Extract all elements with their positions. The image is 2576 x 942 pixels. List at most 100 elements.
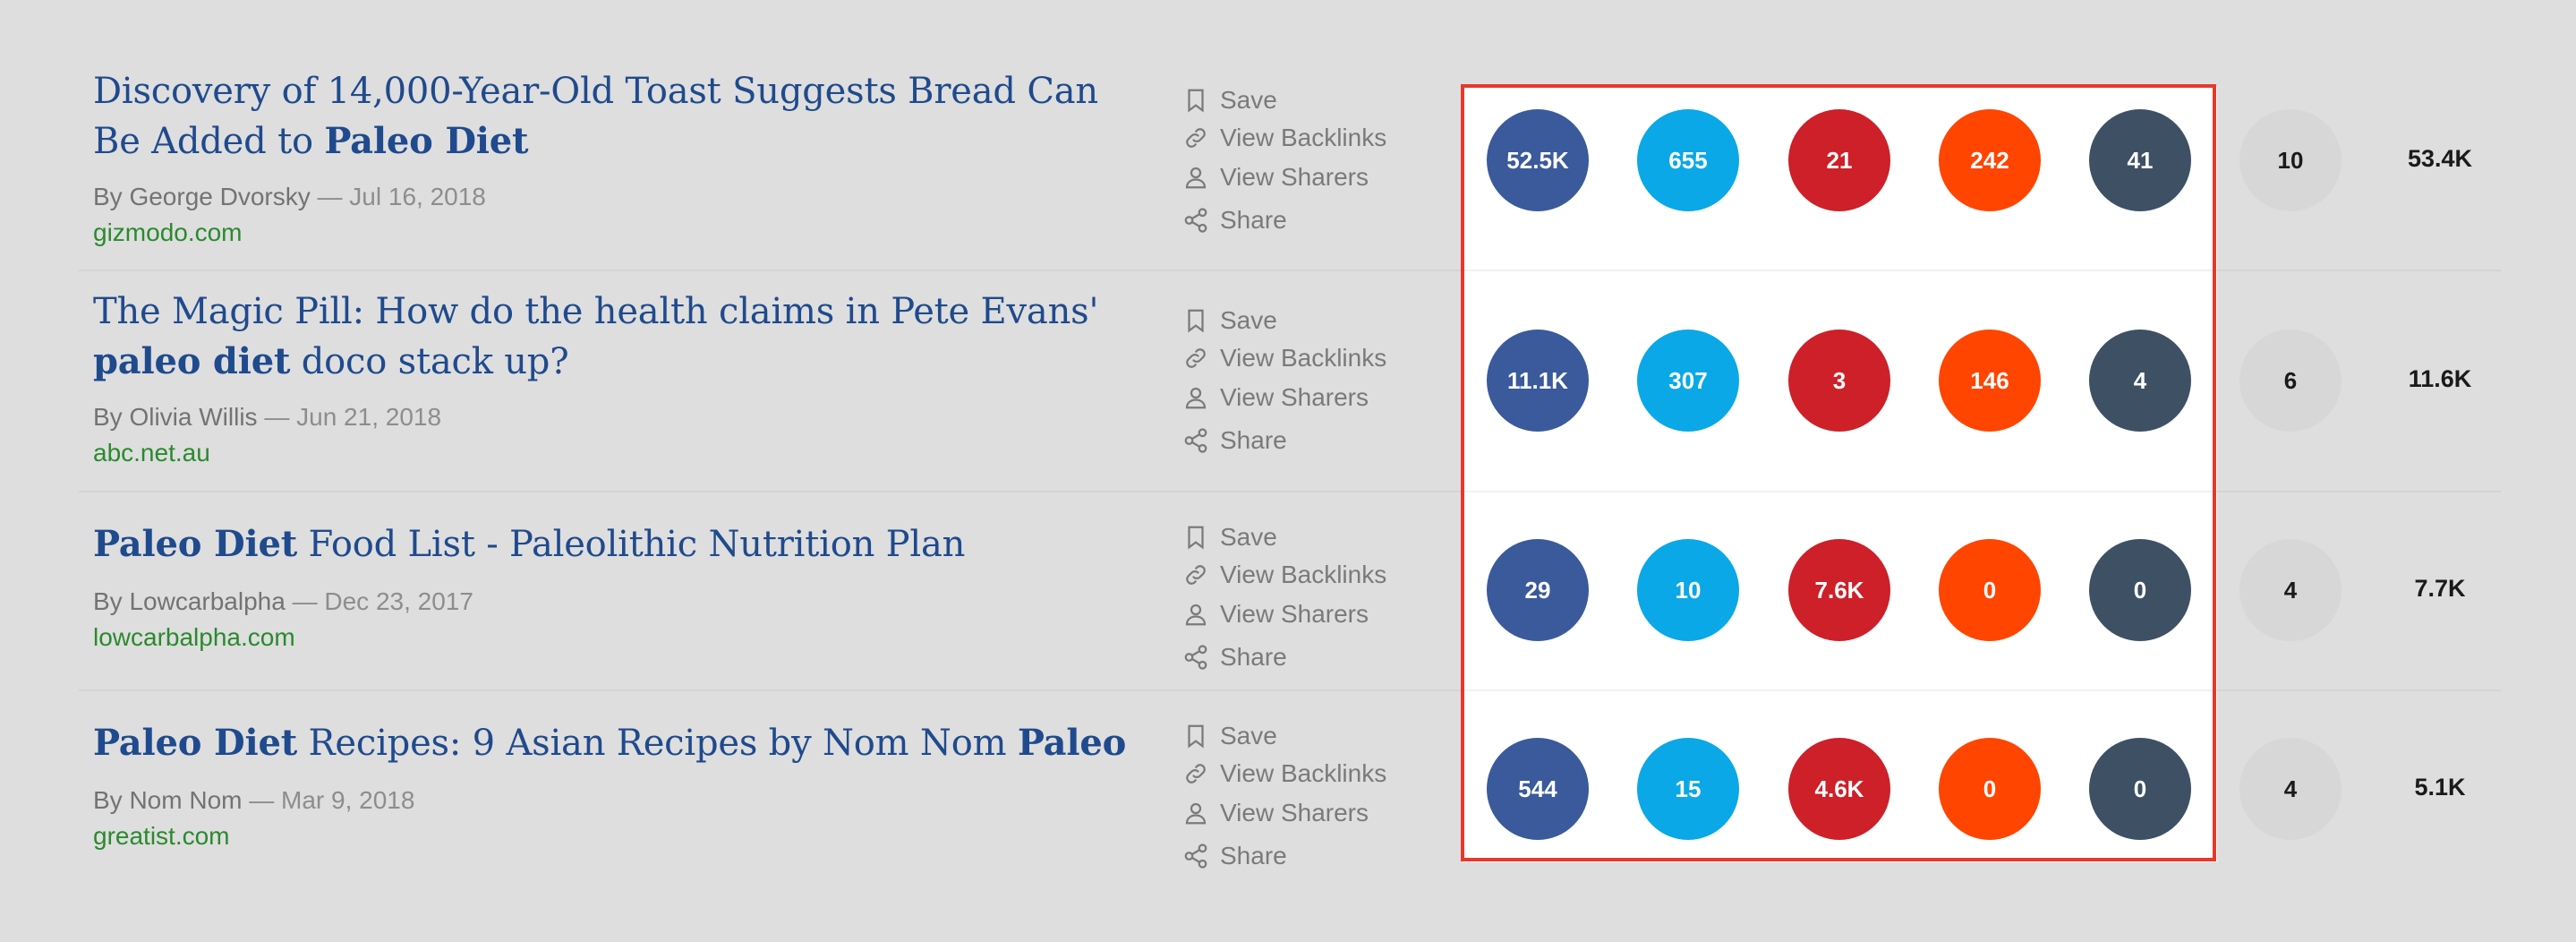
share-action[interactable]: Share	[1182, 423, 1287, 458]
article-title-link[interactable]: Discovery of 14,000-Year-Old Toast Sugge…	[93, 66, 1149, 167]
user-icon	[1182, 800, 1220, 826]
row-divider	[79, 689, 2501, 691]
article-title-link[interactable]: Paleo Diet Recipes: 9 Asian Recipes by N…	[93, 718, 1149, 768]
backlinks-action[interactable]: View Backlinks	[1182, 557, 1386, 593]
title-keyword: Paleo Diet	[93, 523, 297, 565]
number-of-links-badge[interactable]: 0	[2089, 738, 2191, 840]
backlinks-action[interactable]: View Backlinks	[1182, 340, 1386, 376]
sharers-action[interactable]: View Sharers	[1182, 159, 1369, 195]
article-domain-link[interactable]: abc.net.au	[93, 439, 210, 467]
share-action-label: Share	[1220, 643, 1287, 671]
article-date: — Dec 23, 2017	[285, 587, 473, 615]
article-meta: By Nom Nom — Mar 9, 2018	[93, 786, 414, 815]
title-text: The Magic Pill: How do the health claims…	[93, 291, 1099, 332]
article-domain-link[interactable]: gizmodo.com	[93, 218, 243, 246]
title-keyword: Paleo Diet	[93, 722, 297, 764]
pinterest-shares-badge[interactable]: 21	[1788, 109, 1890, 211]
article-author[interactable]: By Nom Nom	[93, 786, 243, 814]
result-row: Paleo Diet Recipes: 9 Asian Recipes by N…	[79, 718, 2501, 924]
bookmark-icon	[1182, 307, 1220, 334]
reddit-engagements-badge[interactable]: 242	[1939, 109, 2041, 211]
backlinks-action-label: View Backlinks	[1220, 124, 1387, 151]
sharers-action[interactable]: View Sharers	[1182, 596, 1369, 632]
share-action-label: Share	[1220, 842, 1287, 869]
link-icon	[1182, 345, 1220, 372]
pinterest-shares-badge[interactable]: 7.6K	[1788, 539, 1890, 641]
total-engagement: 53.4K	[2407, 145, 2473, 172]
save-action[interactable]: Save	[1182, 82, 1277, 118]
share-icon	[1182, 427, 1220, 454]
article-date: — Jul 16, 2018	[310, 183, 486, 210]
facebook-shares-badge[interactable]: 52.5K	[1487, 109, 1589, 211]
article-title-link[interactable]: The Magic Pill: How do the health claims…	[93, 287, 1149, 387]
article-date: — Mar 9, 2018	[242, 786, 415, 814]
metrics-panel	[1463, 87, 2217, 862]
share-action-label: Share	[1220, 206, 1287, 234]
twitter-shares-badge[interactable]: 15	[1637, 738, 1739, 840]
save-action[interactable]: Save	[1182, 519, 1277, 555]
evergreen-score-badge[interactable]: 6	[2239, 330, 2341, 432]
result-row: Paleo Diet Food List - Paleolithic Nutri…	[79, 519, 2501, 725]
row-divider	[79, 270, 2501, 271]
backlinks-action-label: View Backlinks	[1220, 561, 1387, 588]
twitter-shares-badge[interactable]: 655	[1637, 109, 1739, 211]
row-divider-panel-segment	[1463, 491, 2217, 492]
save-action-label: Save	[1220, 523, 1277, 551]
bookmark-icon	[1182, 723, 1220, 749]
share-action-label: Share	[1220, 426, 1287, 454]
save-action-label: Save	[1220, 86, 1277, 114]
save-action[interactable]: Save	[1182, 303, 1277, 338]
sharers-action[interactable]: View Sharers	[1182, 380, 1369, 415]
share-action[interactable]: Share	[1182, 639, 1287, 675]
evergreen-score-badge[interactable]: 4	[2239, 738, 2341, 840]
facebook-shares-badge[interactable]: 544	[1487, 738, 1589, 840]
row-divider	[79, 491, 2501, 492]
save-action[interactable]: Save	[1182, 718, 1277, 754]
facebook-shares-badge[interactable]: 29	[1487, 539, 1589, 641]
row-divider-panel-segment	[1463, 270, 2217, 271]
bookmark-icon	[1182, 87, 1220, 114]
article-meta: By Olivia Willis — Jun 21, 2018	[93, 403, 441, 432]
article-date: — Jun 21, 2018	[257, 403, 442, 431]
reddit-engagements-badge[interactable]: 146	[1939, 330, 2041, 432]
total-engagement: 5.1K	[2414, 774, 2466, 801]
article-title-link[interactable]: Paleo Diet Food List - Paleolithic Nutri…	[93, 519, 1149, 569]
number-of-links-badge[interactable]: 41	[2089, 109, 2191, 211]
article-author[interactable]: By Lowcarbalpha	[93, 587, 286, 615]
pinterest-shares-badge[interactable]: 3	[1788, 330, 1890, 432]
share-icon	[1182, 644, 1220, 671]
total-engagement: 11.6K	[2408, 365, 2472, 392]
article-author[interactable]: By George Dvorsky	[93, 183, 311, 210]
title-text: Recipes: 9 Asian Recipes by Nom Nom	[296, 723, 1018, 764]
title-keyword: paleo diet	[93, 340, 291, 382]
article-author[interactable]: By Olivia Willis	[93, 403, 258, 431]
article-domain-link[interactable]: lowcarbalpha.com	[93, 623, 295, 651]
backlinks-action[interactable]: View Backlinks	[1182, 756, 1386, 792]
sharers-action-label: View Sharers	[1220, 799, 1369, 826]
share-action[interactable]: Share	[1182, 838, 1287, 874]
facebook-shares-badge[interactable]: 11.1K	[1487, 330, 1589, 432]
share-icon	[1182, 207, 1220, 234]
user-icon	[1182, 601, 1220, 628]
result-row: Discovery of 14,000-Year-Old Toast Sugge…	[79, 66, 2501, 272]
pinterest-shares-badge[interactable]: 4.6K	[1788, 738, 1890, 840]
title-text: doco stack up?	[290, 341, 569, 382]
evergreen-score-badge[interactable]: 4	[2239, 539, 2341, 641]
twitter-shares-badge[interactable]: 10	[1637, 539, 1739, 641]
share-action[interactable]: Share	[1182, 202, 1287, 238]
reddit-engagements-badge[interactable]: 0	[1939, 539, 2041, 641]
twitter-shares-badge[interactable]: 307	[1637, 330, 1739, 432]
sharers-action[interactable]: View Sharers	[1182, 795, 1369, 831]
sharers-action-label: View Sharers	[1220, 383, 1369, 411]
total-engagement: 7.7K	[2414, 575, 2466, 602]
number-of-links-badge[interactable]: 4	[2089, 330, 2191, 432]
user-icon	[1182, 384, 1220, 411]
evergreen-score-badge[interactable]: 10	[2239, 109, 2341, 211]
user-icon	[1182, 164, 1220, 191]
backlinks-action[interactable]: View Backlinks	[1182, 120, 1386, 156]
link-icon	[1182, 760, 1220, 787]
article-domain-link[interactable]: greatist.com	[93, 822, 230, 850]
number-of-links-badge[interactable]: 0	[2089, 539, 2191, 641]
reddit-engagements-badge[interactable]: 0	[1939, 738, 2041, 840]
title-text: Discovery of 14,000-Year-Old Toast Sugge…	[93, 71, 1098, 162]
